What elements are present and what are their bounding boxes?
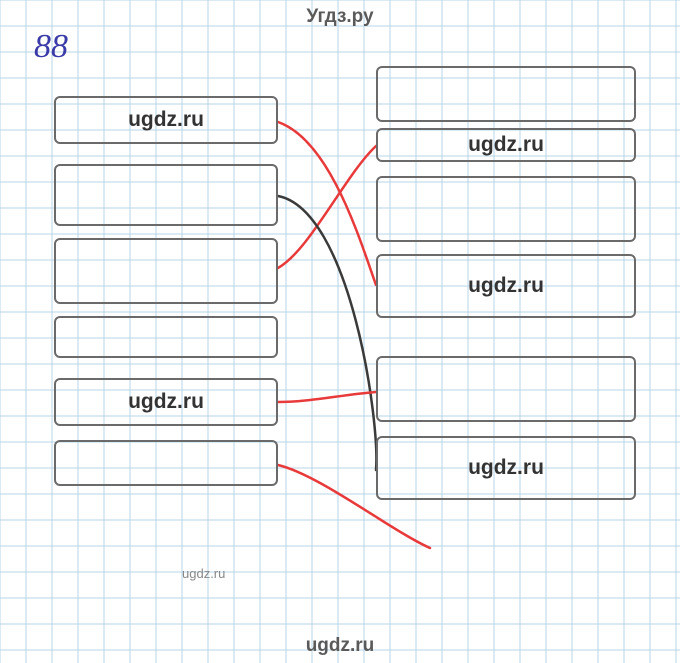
left-block-5 [54,440,278,486]
watermark-small-0: ugdz.ru [182,566,225,581]
site-label-top: Угдз.ру [0,6,680,28]
page-root: Угдз.ру 88 ugdz.ru ugdz.ru ugdz.ru ugdz.ru u… [0,0,680,663]
left-block-4-label: ugdz.ru [128,390,204,414]
right-block-2 [376,176,636,242]
right-block-5: ugdz.ru [376,436,636,500]
site-label-bottom: ugdz.ru [0,635,680,657]
right-block-4 [376,356,636,422]
left-block-1 [54,164,278,226]
exercise-number: 88 [34,28,68,66]
right-block-1: ugdz.ru [376,128,636,162]
right-block-3-label: ugdz.ru [468,274,544,298]
left-block-4: ugdz.ru [54,378,278,426]
right-block-5-label: ugdz.ru [468,456,544,480]
right-block-0 [376,66,636,122]
left-block-2 [54,238,278,304]
left-block-0: ugdz.ru [54,96,278,144]
right-block-3: ugdz.ru [376,254,636,318]
left-block-0-label: ugdz.ru [128,108,204,132]
right-block-1-label: ugdz.ru [468,133,544,157]
left-block-3 [54,316,278,358]
